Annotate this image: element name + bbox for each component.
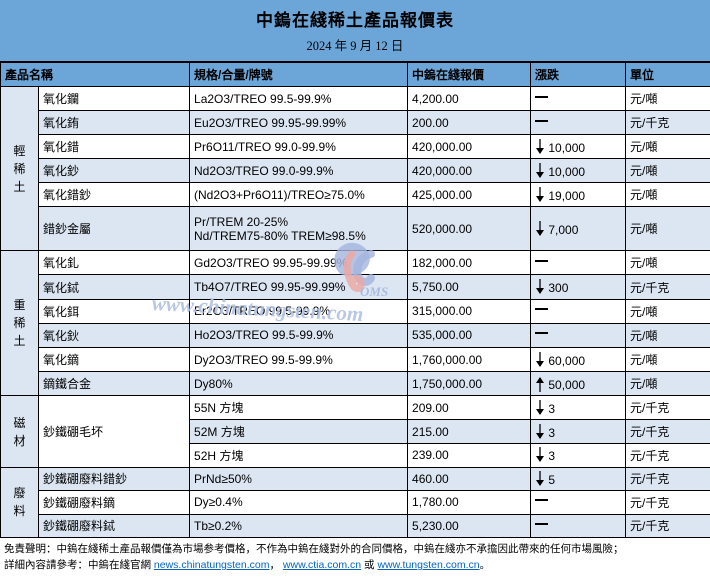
svg-text:OMS: OMS — [360, 284, 388, 299]
